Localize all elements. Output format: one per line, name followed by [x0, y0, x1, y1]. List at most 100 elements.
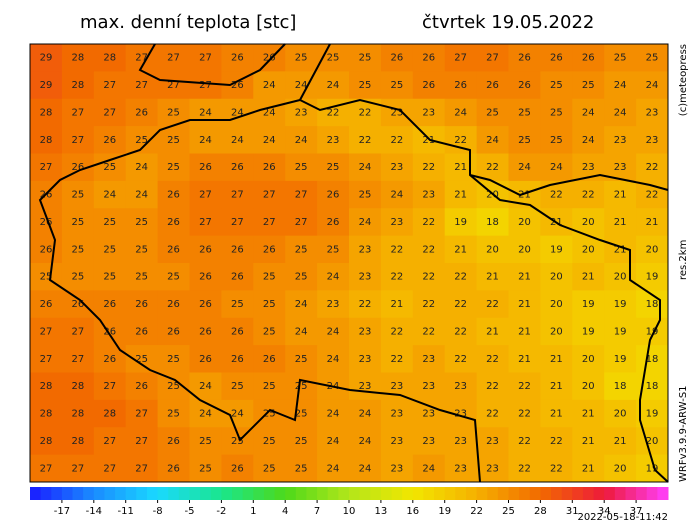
- cell-value: 22: [359, 135, 372, 146]
- cell-value: 24: [295, 299, 308, 310]
- cell: [476, 345, 509, 373]
- cell-value: 18: [486, 217, 499, 228]
- cell: [157, 290, 190, 319]
- cell: [61, 317, 95, 346]
- cell: [349, 153, 382, 182]
- cell-value: 20: [550, 299, 563, 310]
- cell: [636, 208, 669, 237]
- map-frame: [29, 43, 669, 483]
- cell: [636, 126, 669, 154]
- cell: [189, 126, 222, 154]
- cell: [636, 317, 669, 346]
- cell: [61, 98, 95, 127]
- cell-value: 26: [135, 326, 148, 337]
- cell: [253, 317, 286, 346]
- cell: [125, 263, 159, 291]
- cell-value: 26: [327, 190, 340, 201]
- cell: [540, 153, 573, 182]
- cell: [317, 317, 350, 346]
- colorbar-label: 31: [566, 506, 579, 517]
- colorbar-step: [285, 487, 297, 500]
- cell-value: 19: [454, 217, 467, 228]
- colorbar-step: [497, 487, 509, 500]
- colorbar-step: [168, 487, 180, 500]
- cell-value: 21: [614, 244, 627, 255]
- cell: [572, 180, 605, 209]
- cell: [285, 290, 318, 319]
- cell: [604, 317, 637, 346]
- cell-value: 26: [231, 53, 244, 64]
- cell-value: 25: [199, 463, 212, 474]
- cell: [93, 235, 127, 264]
- cell-value: 25: [263, 463, 276, 474]
- cell-value: 26: [199, 244, 212, 255]
- cell: [125, 454, 159, 483]
- cell-value: 24: [135, 190, 148, 201]
- colorbar-step: [519, 487, 531, 500]
- date: čtvrtek 19.05.2022: [422, 12, 594, 33]
- cell: [221, 454, 254, 483]
- colorbar-step: [317, 487, 329, 500]
- cell: [349, 71, 382, 100]
- cell-value: 21: [454, 244, 467, 255]
- cell-value: 24: [486, 135, 499, 146]
- cell: [30, 290, 63, 319]
- cell: [317, 235, 350, 264]
- cell: [30, 153, 63, 182]
- cell: [285, 153, 318, 182]
- cell-value: 25: [103, 244, 116, 255]
- cell-value: 25: [103, 272, 116, 283]
- cell: [157, 71, 190, 100]
- cell-value: 28: [40, 135, 53, 146]
- cell-value: 26: [231, 272, 244, 283]
- cell-value: 26: [327, 217, 340, 228]
- cell-value: 21: [390, 299, 403, 310]
- cell-value: 21: [518, 299, 531, 310]
- cell-value: 27: [167, 53, 180, 64]
- cell-value: 24: [359, 463, 372, 474]
- cell-value: 21: [518, 272, 531, 283]
- cell: [380, 263, 414, 291]
- cell: [412, 44, 446, 72]
- cell: [572, 98, 605, 127]
- cell: [636, 427, 669, 456]
- cell-value: 27: [71, 326, 84, 337]
- cell: [125, 427, 159, 456]
- cell: [189, 153, 222, 182]
- cell: [380, 454, 414, 483]
- cell-value: 27: [295, 217, 308, 228]
- cell: [444, 290, 478, 319]
- resolution: res.2km: [678, 240, 689, 280]
- cell-value: 22: [454, 326, 467, 337]
- cell-value: 26: [422, 80, 435, 91]
- cell-value: 27: [135, 463, 148, 474]
- cell-value: 26: [231, 463, 244, 474]
- cell: [349, 399, 382, 428]
- cell: [540, 454, 573, 483]
- cell: [30, 71, 63, 100]
- cell: [636, 235, 669, 264]
- colorbar-step: [61, 487, 74, 500]
- colorbar-step: [582, 487, 595, 500]
- cell-value: 24: [582, 107, 595, 118]
- cell-value: 26: [135, 381, 148, 392]
- cell: [508, 454, 541, 483]
- cell-value: 25: [167, 409, 180, 420]
- cell-value: 27: [263, 217, 276, 228]
- cell: [476, 454, 509, 483]
- cell-value: 26: [390, 53, 403, 64]
- colorbar-step: [40, 487, 52, 500]
- cell: [157, 263, 190, 291]
- cell: [30, 208, 63, 237]
- cell: [189, 345, 222, 373]
- cell-value: 22: [646, 162, 659, 173]
- cell-value: 25: [263, 381, 276, 392]
- cell: [636, 44, 669, 72]
- cell-value: 22: [390, 272, 403, 283]
- cell: [572, 345, 605, 373]
- cell-value: 26: [103, 354, 116, 365]
- cell: [476, 399, 509, 428]
- cell-value: 22: [327, 107, 340, 118]
- cell-value: 27: [486, 53, 499, 64]
- cell-value: 21: [518, 354, 531, 365]
